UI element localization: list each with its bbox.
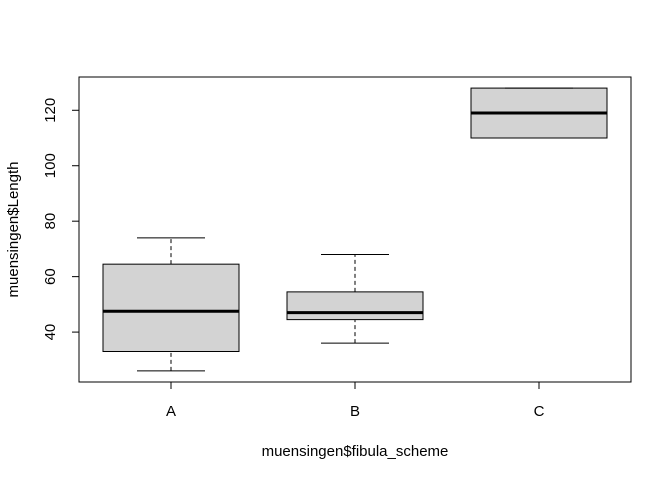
y-axis-label: muensingen$Length (5, 162, 22, 298)
box-iqr (286, 291, 424, 321)
y-tick-label: 100 (42, 153, 59, 178)
y-tick-label: 120 (42, 98, 59, 123)
box-group-b (286, 253, 424, 344)
box-group-c (470, 87, 608, 139)
boxes-layer (102, 87, 608, 372)
x-tick-label: B (350, 403, 360, 420)
box-iqr (102, 263, 240, 352)
x-axis-label: muensingen$fibula_scheme (262, 443, 449, 460)
y-tick-label: 60 (42, 268, 59, 285)
box-group-a (102, 237, 240, 372)
x-tick-label: A (166, 403, 176, 420)
x-tick-label: C (534, 403, 545, 420)
y-axis: 40 60 80 100 120 (42, 98, 80, 341)
y-tick-label: 40 (42, 324, 59, 341)
x-axis: A B C (166, 382, 545, 420)
y-tick-label: 80 (42, 213, 59, 230)
